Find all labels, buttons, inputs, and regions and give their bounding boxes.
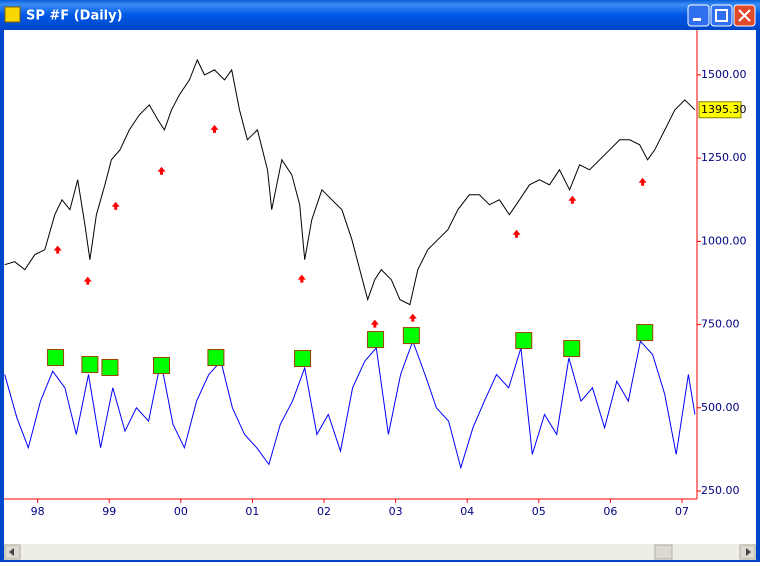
signal-box	[563, 340, 581, 358]
signal-arrow	[157, 166, 166, 175]
series-line	[4, 339, 696, 470]
signal-arrow	[370, 319, 379, 328]
window-title: SP #F (Daily)	[26, 9, 123, 24]
minimize-icon	[693, 18, 701, 21]
signal-box	[636, 324, 654, 342]
title-bar	[0, 0, 760, 30]
signal-box	[402, 327, 420, 345]
arrow-icon	[9, 548, 14, 556]
signal-arrow	[297, 274, 306, 283]
last-price-box	[698, 101, 742, 119]
signal-box	[81, 356, 99, 374]
y-tick-label: 1000.00	[701, 234, 747, 247]
last-price-label: 1395.30	[701, 103, 747, 116]
signal-box	[294, 350, 312, 368]
x-tick-label: 00	[174, 505, 188, 518]
chart-area	[4, 30, 756, 558]
signal-arrow	[83, 276, 92, 285]
x-tick-label: 07	[675, 505, 689, 518]
signal-arrow	[53, 245, 62, 254]
x-tick-label: 02	[317, 505, 331, 518]
signal-arrow	[408, 313, 417, 322]
x-tick-label: 06	[603, 505, 617, 518]
signal-box	[153, 357, 170, 375]
app-icon	[4, 6, 21, 23]
arrow-icon	[746, 548, 751, 556]
x-tick-label: 05	[532, 505, 546, 518]
y-tick-label: 500.00	[701, 401, 740, 414]
scrollbar[interactable]	[4, 544, 756, 560]
series-line	[4, 58, 696, 306]
close-icon	[738, 9, 751, 22]
x-tick-label: 01	[245, 505, 259, 518]
signal-arrow	[111, 201, 120, 210]
minimize-button[interactable]	[687, 4, 710, 27]
signal-arrow	[512, 229, 521, 238]
y-tick-label: 750.00	[701, 318, 740, 331]
x-tick-label: 98	[31, 505, 45, 518]
signal-box	[515, 332, 533, 350]
maximize-button[interactable]	[710, 4, 733, 27]
signal-arrow	[568, 195, 577, 204]
signal-arrow	[210, 124, 219, 133]
x-tick-label: 99	[102, 505, 116, 518]
signal-box	[367, 331, 385, 349]
y-tick-label: 250.00	[701, 484, 740, 497]
y-tick-label: 1250.00	[701, 151, 747, 164]
signal-box	[207, 349, 225, 367]
signal-arrow	[638, 177, 647, 186]
plot: 250.00 500.00 750.00 1000.00 1250.00 1500.00 9…	[4, 30, 747, 518]
signal-box	[101, 359, 119, 377]
x-tick-label: 04	[460, 505, 474, 518]
maximize-icon	[715, 9, 728, 22]
signal-box	[47, 349, 65, 367]
x-tick-label: 03	[389, 505, 403, 518]
scroll-thumb[interactable]	[654, 544, 673, 560]
y-tick-label: 1500.00	[701, 68, 747, 81]
